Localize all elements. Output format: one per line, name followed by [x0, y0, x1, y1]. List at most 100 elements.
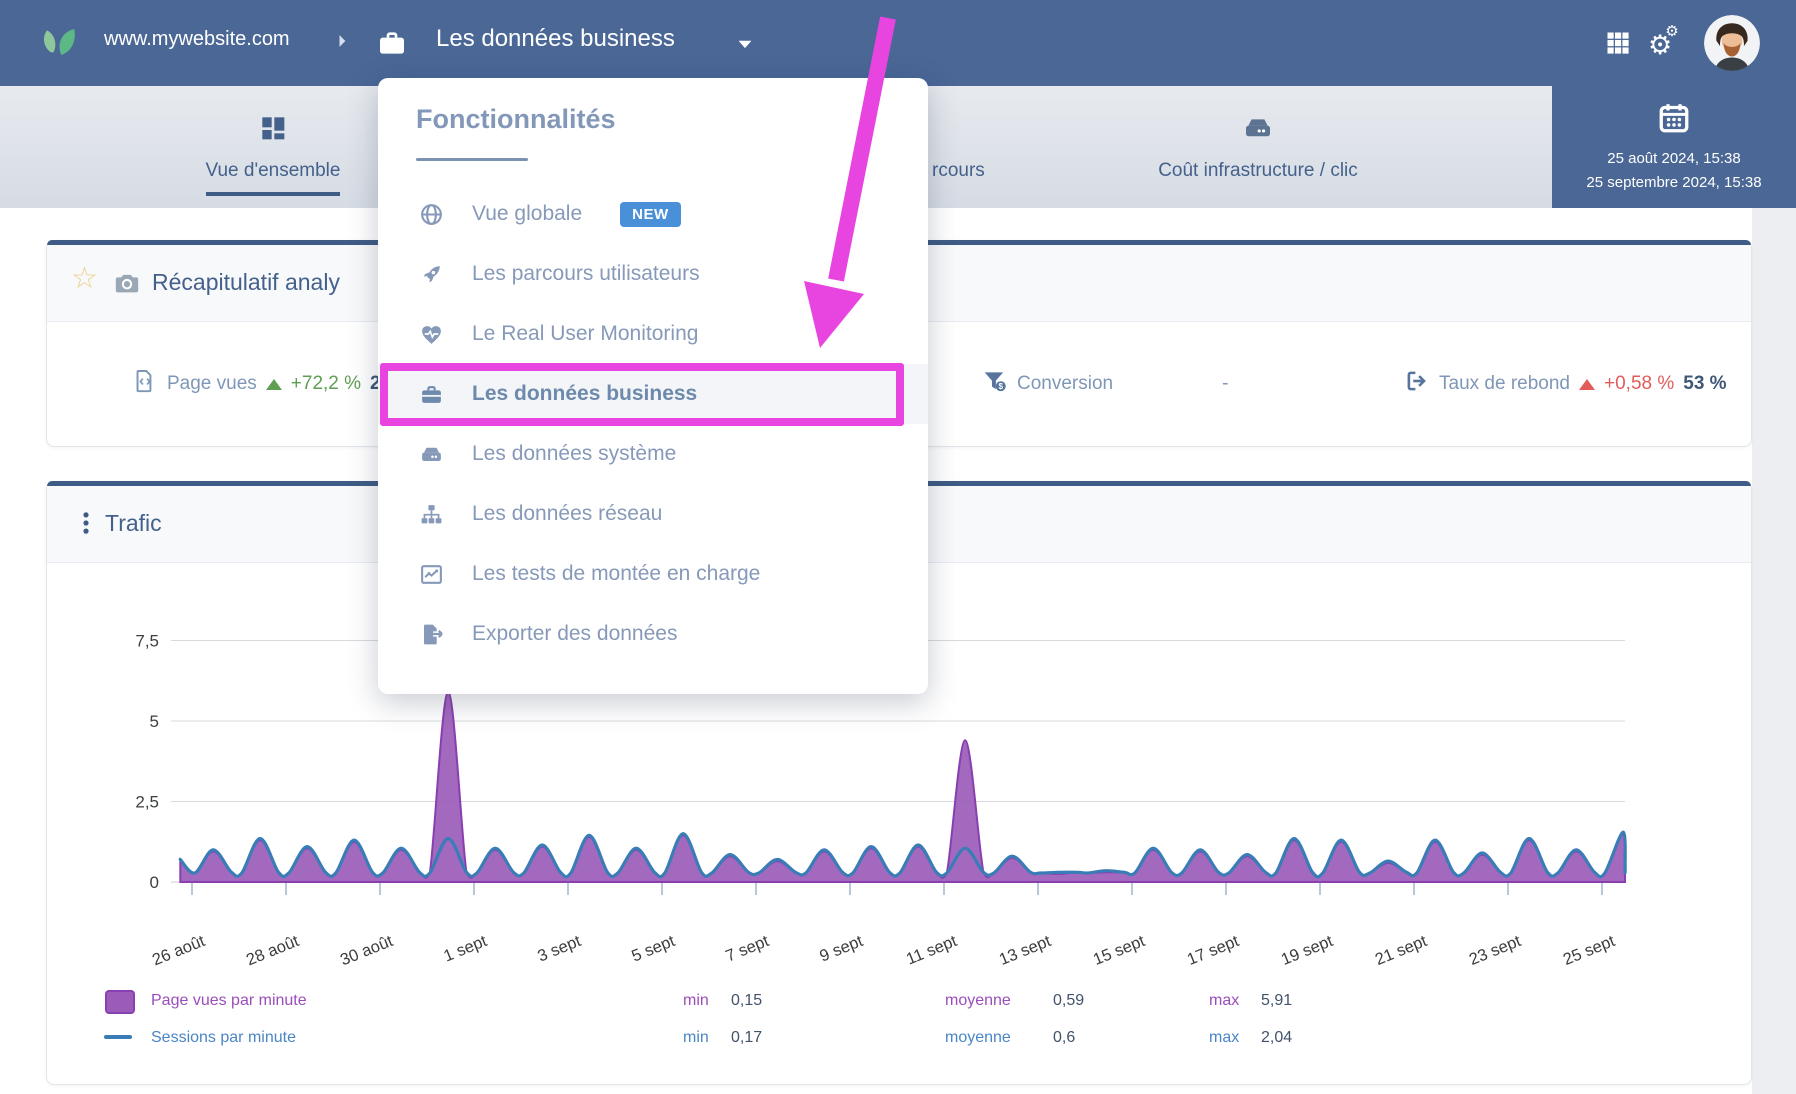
globe-icon — [418, 202, 444, 227]
min-value: 0,17 — [731, 1029, 763, 1046]
dropdown-heading-rule — [416, 158, 528, 161]
svg-text:25 sept: 25 sept — [1561, 932, 1618, 969]
moyenne-value: 0,59 — [1053, 992, 1085, 1009]
menu-item-les-donnees-reseau[interactable]: Les données réseau — [378, 484, 928, 544]
kebab-menu-icon[interactable] — [73, 510, 99, 541]
menu-item-les-donnees-systeme[interactable]: Les données système — [378, 424, 928, 484]
svg-text:7,5: 7,5 — [135, 632, 159, 651]
svg-text:5: 5 — [150, 712, 159, 731]
svg-text:15 sept: 15 sept — [1091, 932, 1148, 969]
rocket-icon — [418, 262, 444, 287]
menu-item-les-donnees-business[interactable]: Les données business — [378, 364, 928, 424]
apps-grid-icon[interactable] — [1604, 29, 1632, 62]
tab-parcours-partial[interactable]: rcours — [932, 160, 985, 181]
dropdown-heading: Fonctionnalités — [416, 104, 616, 134]
menu-item-les-tests-de-montee-en-charge[interactable]: Les tests de montée en charge — [378, 544, 928, 604]
legend-label: Page vues par minute — [151, 992, 307, 1009]
page-right-margin — [1752, 208, 1796, 1094]
min-label: min — [683, 992, 709, 1009]
section-caret-down-icon[interactable] — [734, 33, 756, 60]
section-title[interactable]: Les données business — [436, 25, 675, 52]
min-value: 0,15 — [731, 992, 763, 1009]
svg-text:19 sept: 19 sept — [1279, 932, 1336, 969]
heart-pulse-icon — [418, 322, 444, 347]
stat-value: - — [1222, 373, 1229, 394]
svg-text:3 sept: 3 sept — [535, 932, 584, 966]
menu-item-label: Les parcours utilisateurs — [472, 262, 700, 285]
menu-item-vue-globale[interactable]: Vue globale NEW — [378, 184, 928, 244]
snapshot-camera-icon[interactable] — [113, 269, 141, 302]
date-range-end: 25 septembre 2024, 15:38 — [1586, 173, 1762, 191]
fonctionnalites-dropdown: Fonctionnalités Vue globale NEW Les parcou… — [378, 78, 928, 694]
settings-gears-icon[interactable]: ⚙⚙ — [1648, 23, 1679, 60]
favorite-star-icon[interactable]: ☆ — [71, 262, 98, 295]
max-label: max — [1209, 1029, 1240, 1046]
legend-label: Sessions par minute — [151, 1029, 296, 1046]
moyenne-label: moyenne — [945, 1029, 1011, 1046]
svg-text:30 août: 30 août — [338, 932, 396, 969]
stat-page-vues[interactable]: Page vues +72,2 % 2 — [132, 368, 381, 400]
stat-delta: +72,2 % — [290, 373, 362, 394]
topbar: www.mywebsite.com Les données business ⚙… — [0, 0, 1796, 86]
svg-text:7 sept: 7 sept — [723, 932, 772, 966]
th-large-icon — [257, 112, 289, 149]
legend-row-page-vues[interactable]: Page vues par minute min 0,15 moyenne 0,… — [47, 987, 1751, 1017]
active-tab-underline — [206, 192, 340, 196]
max-label: max — [1209, 992, 1240, 1009]
app-logo-leaf-icon[interactable] — [34, 20, 86, 69]
date-range-start: 25 août 2024, 15:38 — [1607, 149, 1741, 167]
legend-row-sessions[interactable]: Sessions par minute min 0,17 moyenne 0,6… — [47, 1024, 1751, 1054]
menu-item-label: Les données réseau — [472, 502, 663, 525]
menu-item-le-real-user-monitoring[interactable]: Le Real User Monitoring — [378, 304, 928, 364]
trend-up-icon — [265, 378, 282, 390]
stat-delta: +0,58 % — [1604, 373, 1675, 394]
stat-taux-de-rebond[interactable]: Taux de rebond +0,58 % 53 % — [1404, 368, 1727, 400]
user-avatar[interactable] — [1704, 15, 1760, 71]
svg-text:9 sept: 9 sept — [817, 932, 866, 966]
svg-text:28 août: 28 août — [244, 932, 302, 969]
menu-item-label: Les données business — [472, 382, 698, 405]
legend-swatch-purple — [105, 990, 135, 1014]
briefcase-icon — [418, 382, 444, 407]
svg-text:21 sept: 21 sept — [1373, 932, 1430, 969]
section-briefcase-icon — [376, 27, 408, 64]
breadcrumb-site-url[interactable]: www.mywebsite.com — [104, 28, 290, 50]
recap-panel-title: Récapitulatif analy — [152, 269, 340, 295]
svg-text:13 sept: 13 sept — [997, 932, 1054, 969]
svg-text:0: 0 — [150, 873, 159, 892]
menu-item-exporter-des-donnees[interactable]: Exporter des données — [378, 604, 928, 664]
max-value: 5,91 — [1261, 992, 1293, 1009]
svg-text:26 août: 26 août — [150, 932, 208, 969]
file-code-icon — [132, 368, 158, 400]
new-badge: NEW — [620, 201, 681, 227]
tab-cout-infrastructure[interactable]: Coût infrastructure / clic — [1098, 112, 1418, 182]
svg-text:5 sept: 5 sept — [629, 932, 678, 966]
trend-up-icon — [1579, 378, 1595, 390]
menu-item-les-parcours-utilisateurs[interactable]: Les parcours utilisateurs — [378, 244, 928, 304]
file-export-icon — [418, 622, 444, 647]
moyenne-label: moyenne — [945, 992, 1011, 1009]
legend-swatch-blue-line — [104, 1035, 132, 1039]
stat-value: 2 — [370, 373, 381, 394]
svg-text:17 sept: 17 sept — [1185, 932, 1242, 969]
menu-item-label: Vue globale — [472, 202, 583, 225]
stat-conversion[interactable]: Conversion - — [982, 368, 1228, 400]
svg-text:11 sept: 11 sept — [904, 932, 960, 969]
menu-item-label: Les données système — [472, 442, 677, 465]
menu-item-label: Les tests de montée en charge — [472, 562, 761, 585]
tab-label: Coût infrastructure / clic — [1158, 160, 1358, 181]
min-label: min — [683, 1029, 709, 1046]
chart-line-icon — [418, 562, 444, 587]
breadcrumb-chevron-icon — [332, 31, 352, 56]
date-range-picker[interactable]: 25 août 2024, 15:38 25 septembre 2024, 1… — [1552, 86, 1796, 208]
stat-label: Taux de rebond — [1439, 373, 1570, 394]
menu-item-label: Le Real User Monitoring — [472, 322, 699, 345]
stat-label: Conversion — [1017, 373, 1114, 394]
tab-label: Vue d'ensemble — [205, 160, 341, 181]
sign-out-icon — [1404, 368, 1430, 400]
sitemap-icon — [418, 502, 444, 527]
svg-text:2,5: 2,5 — [135, 793, 159, 812]
menu-item-label: Exporter des données — [472, 622, 678, 645]
tab-vue-densemble[interactable]: Vue d'ensemble — [190, 112, 356, 182]
